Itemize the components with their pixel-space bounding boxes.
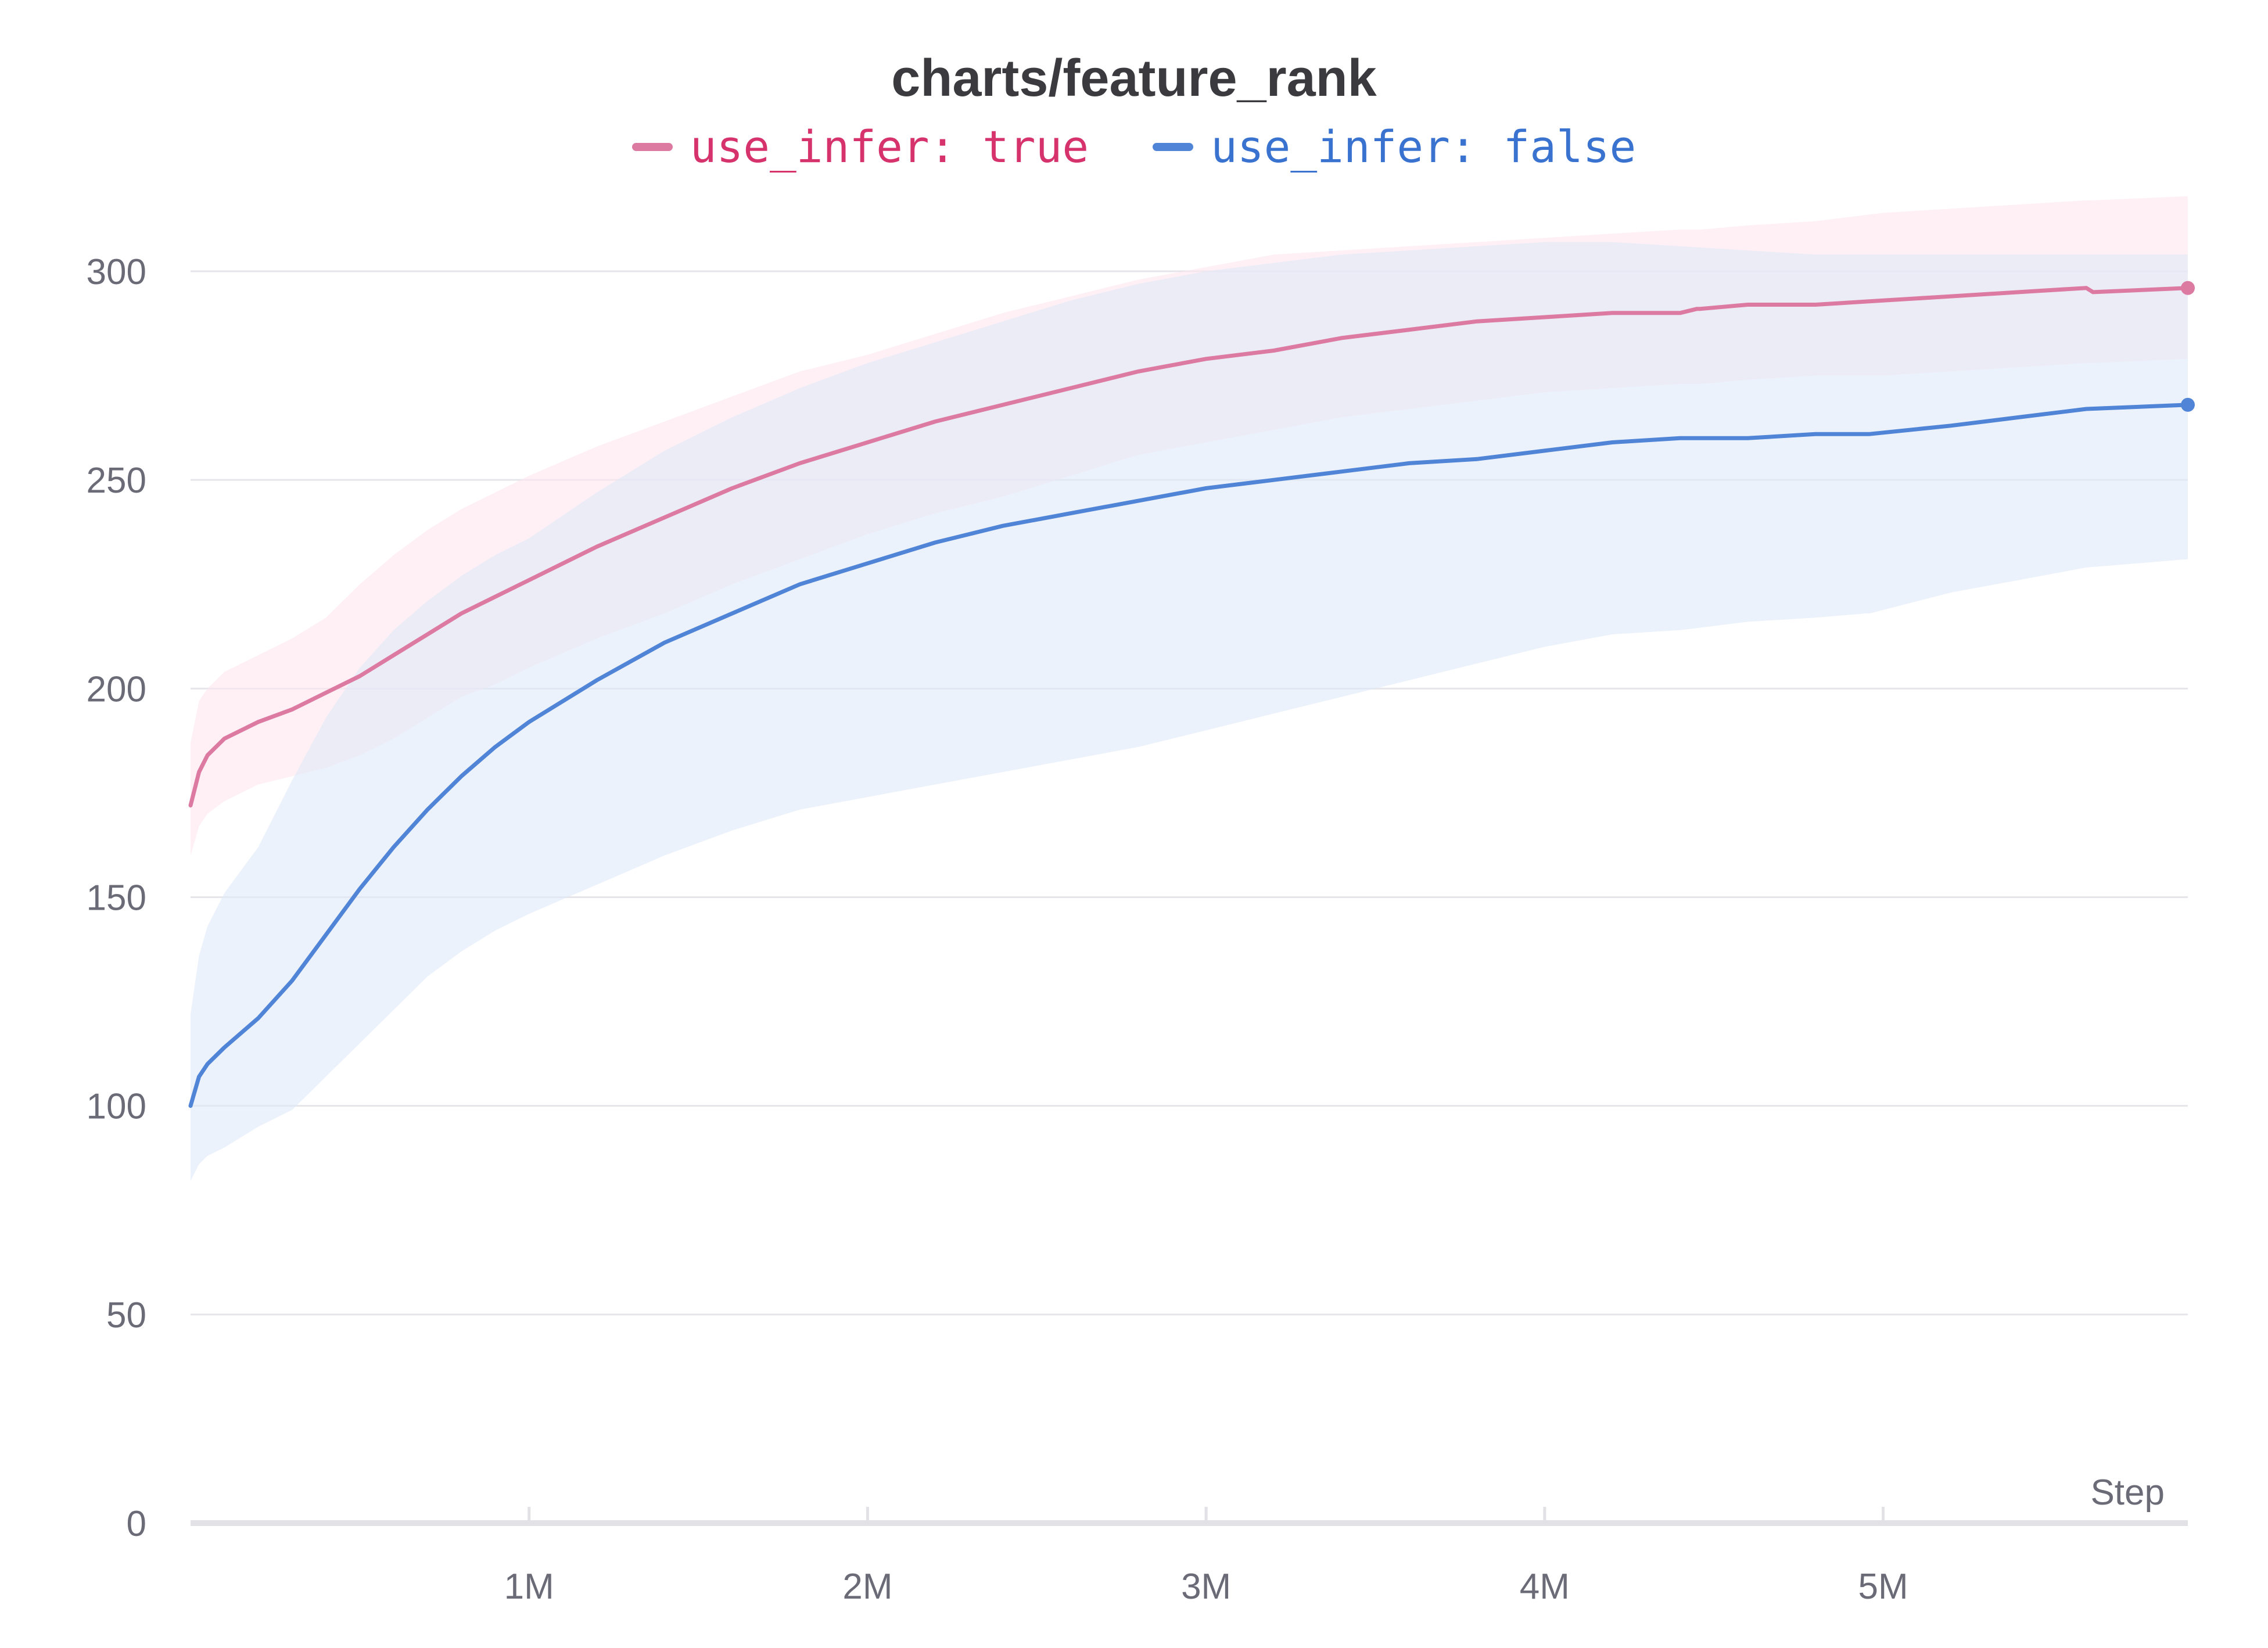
legend-label-use-infer-true: use_infer: true xyxy=(690,121,1089,173)
legend-item-use-infer-false[interactable]: use_infer: false xyxy=(1153,121,1636,173)
y-tick-label-250: 250 xyxy=(87,461,146,501)
y-tick-label-100: 100 xyxy=(87,1087,146,1127)
y-tick-label-0: 0 xyxy=(127,1504,146,1544)
x-axis xyxy=(191,1507,2188,1526)
band-series-1 xyxy=(191,242,2188,1182)
y-tick-label-150: 150 xyxy=(87,878,146,918)
x-axis-tick-labels: 1M 2M 3M 4M 5M xyxy=(504,1567,1908,1607)
end-point-series-0 xyxy=(2181,281,2195,295)
series-lines xyxy=(188,281,2195,1108)
y-tick-label-300: 300 xyxy=(87,252,146,292)
legend-item-use-infer-true[interactable]: use_infer: true xyxy=(631,121,1089,173)
line-series-1 xyxy=(188,403,2190,1108)
y-tick-label-200: 200 xyxy=(87,669,146,709)
legend-swatch-use-infer-false xyxy=(1153,142,1194,151)
x-tick-label-5M: 5M xyxy=(1858,1567,1908,1607)
y-tick-label-50: 50 xyxy=(106,1295,146,1335)
legend-label-use-infer-false: use_infer: false xyxy=(1211,121,1637,173)
line-series-0 xyxy=(188,286,2190,807)
x-tick-label-3M: 3M xyxy=(1181,1567,1231,1607)
x-tick-label-2M: 2M xyxy=(842,1567,892,1607)
confidence-bands xyxy=(191,196,2188,1182)
x-tick-label-1M: 1M xyxy=(504,1567,554,1607)
legend: use_infer: true use_infer: false xyxy=(0,121,2268,173)
chart-title: charts/feature_rank xyxy=(891,49,1377,107)
x-axis-label: Step xyxy=(2090,1473,2165,1513)
y-axis-tick-labels: 0 50 100 150 200 250 300 xyxy=(87,252,146,1544)
legend-swatch-use-infer-true xyxy=(631,142,673,151)
end-point-series-1 xyxy=(2181,397,2195,412)
x-tick-label-4M: 4M xyxy=(1520,1567,1570,1607)
